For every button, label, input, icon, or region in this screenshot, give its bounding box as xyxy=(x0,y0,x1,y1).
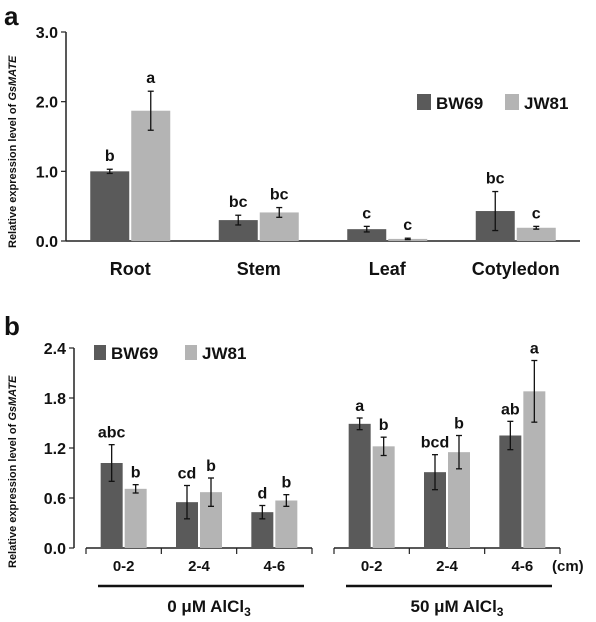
panel-a-y-tick-label: 1.0 xyxy=(36,164,58,181)
panel-b-significance-label: a xyxy=(530,341,539,358)
panel-a-significance-label: c xyxy=(362,205,371,222)
panel-b-bar xyxy=(448,452,470,548)
panel-b-significance-label: b xyxy=(281,475,291,492)
panel-b-bar xyxy=(523,391,546,548)
panel-a-y-tick-label: 0.0 xyxy=(36,234,58,251)
panel-b-category-label: 0-2 xyxy=(361,558,383,575)
panel-b-bar xyxy=(100,463,123,548)
panel-b-y-tick-label: 1.2 xyxy=(44,441,66,458)
panel-b-bar xyxy=(200,492,222,548)
panel-b-y-tick-label: 2.4 xyxy=(44,341,66,358)
panel-a-significance-label: c xyxy=(403,217,412,234)
panel-b-condition-label: 50 μM AlCl3 xyxy=(411,597,504,619)
panel-a-legend-swatch xyxy=(505,94,519,110)
panel-b-category-label: 0-2 xyxy=(113,558,135,575)
panel-b-legend-label: BW69 xyxy=(111,344,158,363)
panel-b-legend-label: JW81 xyxy=(202,344,246,363)
panel-b-bar xyxy=(499,435,522,548)
panel-b-bar xyxy=(372,446,395,548)
panel-b-significance-label: a xyxy=(355,398,364,415)
panel-b-unit-label: (cm) xyxy=(552,558,584,575)
panel-b-significance-label: b xyxy=(131,465,141,482)
panel-b-category-label: 2-4 xyxy=(188,558,210,575)
panel-a-significance-label: bc xyxy=(270,187,289,204)
panel-b-significance-label: b xyxy=(206,458,216,475)
panel-b-category-label: 4-6 xyxy=(511,558,533,575)
panel-b-significance-label: cd xyxy=(178,466,197,483)
panel-b-significance-label: b xyxy=(379,417,389,434)
panel-b-condition-label: 0 μM AlCl3 xyxy=(167,597,251,619)
panel-b-significance-label: b xyxy=(454,416,464,433)
panel-a-category-label: Leaf xyxy=(369,259,407,279)
panel-a-bar xyxy=(218,220,258,241)
panel-b-y-axis-label: Relative expression level of GsMATE xyxy=(7,375,19,568)
panel-b-category-label: 2-4 xyxy=(436,558,458,575)
panel-a-bar xyxy=(131,110,171,242)
panel-letter-a: a xyxy=(4,1,19,31)
panel-b-legend-swatch xyxy=(94,345,106,360)
panel-a-y-tick-label: 2.0 xyxy=(36,95,58,112)
panel-a-category-label: Root xyxy=(110,259,151,279)
panel-a-significance-label: bc xyxy=(486,171,505,188)
panel-a-significance-label: c xyxy=(532,205,541,222)
panel-b-bar xyxy=(251,512,274,548)
panel-a-bar xyxy=(516,227,556,241)
panel-b-bar xyxy=(124,488,147,548)
panel-letter-b: b xyxy=(4,311,20,341)
panel-a-significance-label: bc xyxy=(229,194,248,211)
panel-b-significance-label: abc xyxy=(98,425,126,442)
panel-b-bar xyxy=(424,472,446,548)
panel-a-y-axis-label: Relative expression level of GsMATE xyxy=(7,55,19,248)
panel-a-category-label: Stem xyxy=(237,259,281,279)
panel-a-chart: 0.0 1.0 2.0 3.0 Root b a Stem bc bc Leaf c c Cotyledo… xyxy=(36,25,580,279)
panel-b-bar xyxy=(176,502,198,548)
panel-a-y-tick-label: 3.0 xyxy=(36,25,58,42)
panel-a-bar xyxy=(347,229,387,241)
panel-a-bar xyxy=(90,171,130,241)
panel-b-y-tick-label: 0.0 xyxy=(44,541,66,558)
panel-a-legend-label: BW69 xyxy=(436,94,483,113)
panel-b-legend-swatch xyxy=(185,345,197,360)
panel-b-bar xyxy=(348,423,371,548)
panel-a-legend-swatch xyxy=(417,94,431,110)
panel-b-y-tick-label: 1.8 xyxy=(44,391,66,408)
panel-b-significance-label: d xyxy=(257,486,267,503)
panel-b-bar xyxy=(275,500,298,548)
panel-b-y-tick-label: 0.6 xyxy=(44,491,66,508)
panel-a-significance-label: b xyxy=(105,148,115,165)
panel-a-category-label: Cotyledon xyxy=(472,259,560,279)
panel-b-significance-label: ab xyxy=(501,401,520,418)
panel-a-significance-label: a xyxy=(146,70,155,87)
panel-b-category-label: 4-6 xyxy=(263,558,285,575)
panel-a-legend-label: JW81 xyxy=(524,94,568,113)
panel-b-significance-label: bcd xyxy=(421,435,449,452)
